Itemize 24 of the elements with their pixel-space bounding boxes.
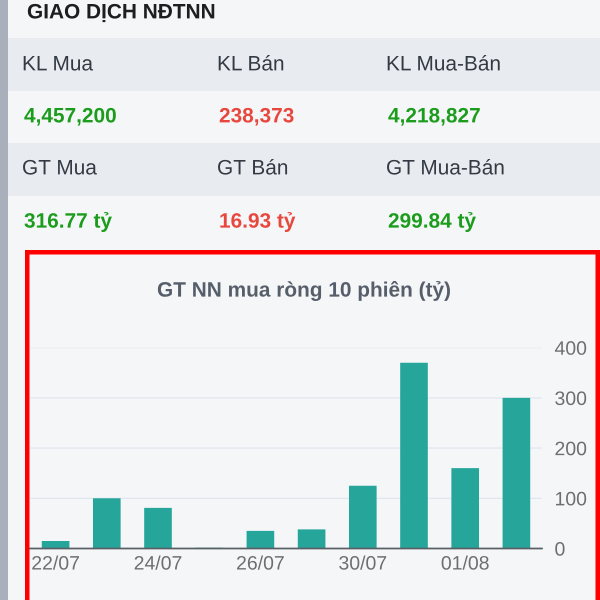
text: 4,457,200 bbox=[24, 108, 116, 126]
y-tick-label: 400 bbox=[554, 341, 586, 355]
y-tick-label: 100 bbox=[556, 492, 586, 506]
category-label: KL Mua-Bán bbox=[388, 55, 500, 71]
text: 16.93 tỷ bbox=[220, 212, 296, 232]
x-tick-label: 01/08 bbox=[442, 555, 489, 570]
x-tick-label: 26/07 bbox=[237, 555, 284, 570]
category-label: GT Mua-Bán bbox=[387, 159, 504, 175]
text: 316.77 tỷ bbox=[24, 212, 112, 232]
text: GIAO DỊCH NĐTNN bbox=[28, 4, 214, 22]
text: 4,218,827 bbox=[388, 108, 480, 126]
text: 238,373 bbox=[220, 108, 294, 126]
category-label: KL Bán bbox=[218, 55, 284, 71]
y-tick-label: 200 bbox=[555, 442, 586, 456]
category-label: GT Bán bbox=[218, 159, 288, 175]
category-label: GT Mua bbox=[23, 160, 97, 175]
chart-title: GT NN mua ròng 10 phiên (tỷ) bbox=[158, 281, 450, 301]
y-tick-label: 0 bbox=[555, 542, 565, 556]
text: 299.84 tỷ bbox=[388, 212, 476, 232]
x-tick-label: 24/07 bbox=[134, 555, 182, 570]
y-tick-label: 300 bbox=[555, 391, 586, 406]
x-tick-label: 22/07 bbox=[32, 555, 79, 570]
category-label: KL Mua bbox=[24, 56, 94, 71]
x-tick-label: 30/07 bbox=[339, 555, 386, 570]
